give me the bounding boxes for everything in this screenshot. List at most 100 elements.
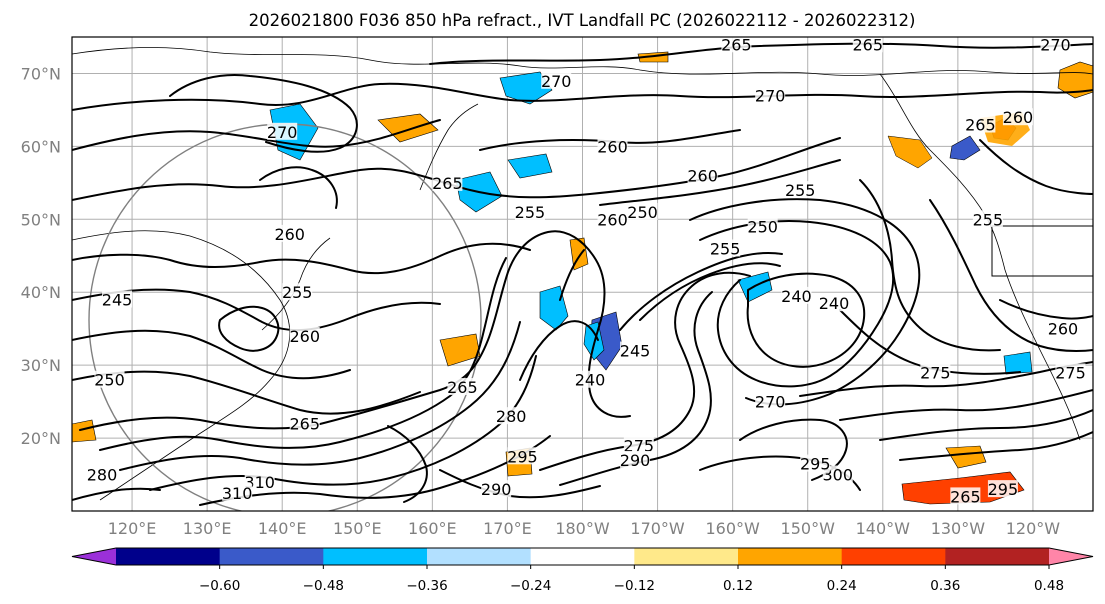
lon-tick-label: 120°E: [108, 519, 157, 538]
contour-label: 310: [222, 484, 253, 503]
contour-label: 255: [282, 283, 313, 302]
contour-line: [72, 82, 1093, 111]
contour-label-halo: [965, 115, 996, 133]
longitude-axis: 120°E 130°E 140°E 150°E 160°E 170°E 180°W 170°W…: [108, 519, 1061, 538]
contour-line: [929, 199, 1093, 352]
lon-tick-label: 140°W: [856, 519, 911, 538]
contour-label-halo: [721, 37, 752, 53]
colorbar-segment: [945, 548, 1050, 565]
contour-label-halo: [987, 480, 1018, 498]
contour-line: [72, 137, 841, 201]
contour-label-halo: [432, 173, 463, 191]
contour-line: [999, 299, 1093, 320]
contour-label-halo: [274, 224, 305, 242]
contour-label-halo: [102, 290, 133, 308]
chart-title: 2026021800 F036 850 hPa refract., IVT La…: [249, 11, 916, 30]
contour-line: [599, 159, 841, 206]
contour-label: 280: [87, 466, 118, 485]
contour-label: 250: [747, 218, 778, 237]
contour-label-halo: [289, 414, 320, 432]
contour-label-halo: [94, 370, 125, 388]
contour-line: [429, 42, 1093, 65]
contour-line: [218, 305, 280, 352]
contour-label-halo: [447, 378, 478, 396]
contour-label: 245: [620, 342, 651, 361]
contour-label: 260: [274, 225, 305, 244]
contour-label: 245: [102, 291, 133, 310]
contour-label: 270: [267, 123, 298, 142]
contour-label: 265: [965, 116, 996, 135]
contour-label-halo: [852, 37, 883, 53]
contour-label-halo: [222, 483, 253, 501]
contour-line: [979, 139, 1093, 195]
patch-blue-mid2: [507, 153, 553, 179]
contour-label: 270: [1040, 35, 1071, 54]
contour-label-halo: [575, 370, 606, 388]
colorbar-extend-low: [72, 548, 116, 565]
contour-label-halo: [755, 86, 786, 104]
contour-label-halo: [800, 454, 831, 472]
contour-line: [746, 272, 866, 368]
colorbar-segment: [738, 548, 843, 565]
colorbar-tick-label: 0.48: [1034, 578, 1064, 594]
lat-tick-label: 30°N: [21, 356, 61, 375]
lon-tick-label: 170°E: [483, 519, 532, 538]
contour-label-halo: [623, 436, 654, 454]
contour-label-halo: [972, 210, 1003, 228]
contour-line: [199, 435, 551, 506]
colorbar-tick-label: −0.24: [510, 578, 551, 594]
contour-label-halo: [818, 294, 849, 312]
contour-line: [839, 309, 1021, 375]
colorbar-tick-label: −0.36: [406, 578, 447, 594]
contour-label: 275: [1055, 363, 1086, 382]
contour-label: 255: [785, 181, 816, 200]
colorbar-tick-label: −0.12: [614, 578, 655, 594]
latitude-axis: 70°N 60°N 50°N 40°N 30°N 20°N: [21, 64, 61, 448]
colorbar-segment: [530, 548, 635, 565]
contour-label: 295: [507, 447, 538, 466]
coast-alaska: [879, 73, 1006, 271]
colorbar-segment: [219, 548, 324, 565]
contour-label-halo: [496, 407, 527, 425]
contour-line: [899, 431, 1093, 461]
patch-orange-center: [569, 237, 589, 271]
contour-label-halo: [244, 472, 275, 490]
lat-tick-label: 60°N: [21, 137, 61, 156]
contour-line: [169, 74, 358, 153]
lon-tick-label: 170°W: [630, 519, 685, 538]
colorbar-segment: [427, 548, 532, 565]
contour-label: 265: [447, 378, 478, 397]
contour-label: 240: [819, 294, 850, 313]
contour-label-halo: [920, 363, 951, 381]
colorbar-segment: [323, 548, 428, 565]
patch-blue-ne: [949, 135, 981, 161]
contour-label: 255: [515, 203, 546, 222]
contour-label-halo: [507, 447, 538, 465]
coastlines: [72, 47, 1093, 501]
patch-blue-se: [1003, 351, 1033, 375]
contour-line: [72, 370, 421, 415]
contour-label: 270: [755, 393, 786, 412]
contour-label-halo: [687, 166, 718, 184]
contour-label: 265: [950, 487, 981, 506]
contour-line: [559, 249, 585, 301]
lon-tick-label: 160°W: [705, 519, 760, 538]
patch-orange-coast: [887, 135, 933, 169]
contour-line: [72, 329, 351, 380]
contour-label: 265: [432, 174, 463, 193]
lat-tick-label: 50°N: [21, 210, 61, 229]
contour-label: 255: [973, 210, 1004, 229]
contour-label: 280: [496, 407, 527, 426]
coast-kamchatka: [419, 103, 479, 191]
colorbar-extend-high: [1049, 548, 1093, 565]
contour-line: [72, 487, 161, 501]
lon-tick-label: 130°W: [931, 519, 986, 538]
contour-label: 260: [1003, 108, 1034, 127]
contour-line: [559, 291, 713, 486]
contour-label: 260: [289, 327, 320, 346]
colorbar-segment: [116, 548, 221, 565]
contour-label: 265: [289, 414, 320, 433]
